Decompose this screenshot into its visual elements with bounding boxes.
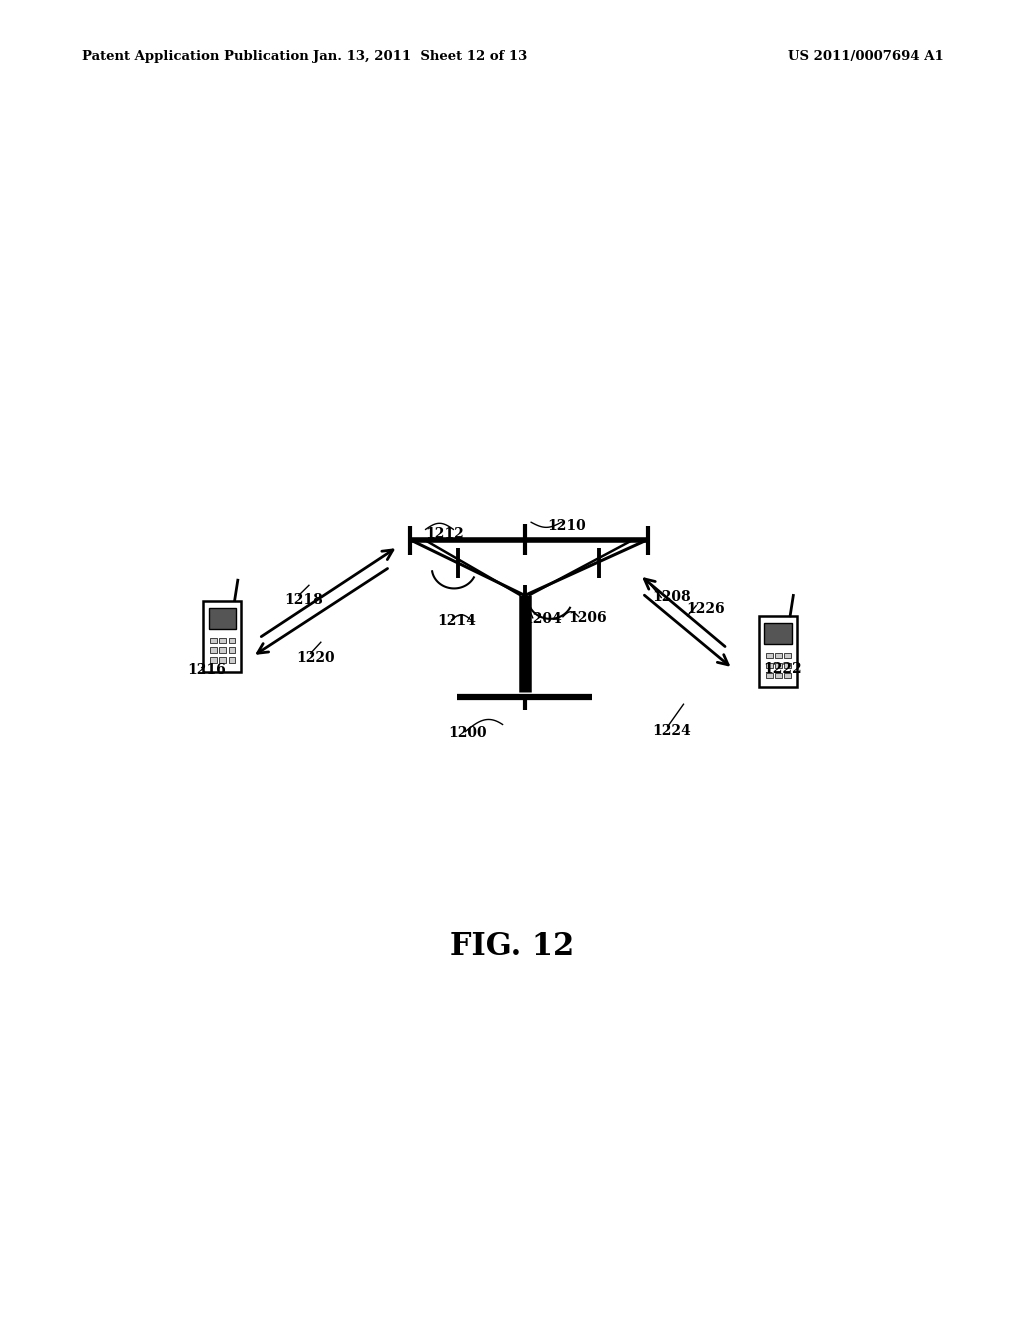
Bar — [228, 638, 236, 643]
Text: 1206: 1206 — [568, 611, 607, 624]
Text: Patent Application Publication: Patent Application Publication — [82, 50, 308, 63]
Text: 1208: 1208 — [652, 590, 690, 605]
Text: 1214: 1214 — [437, 614, 476, 628]
Text: 1200: 1200 — [447, 726, 486, 739]
Bar — [210, 648, 217, 653]
Bar — [766, 663, 773, 668]
Text: 1204: 1204 — [523, 612, 562, 626]
Bar — [766, 673, 773, 678]
Bar — [228, 657, 236, 663]
Bar — [784, 653, 791, 659]
Bar — [764, 623, 792, 644]
Bar — [209, 607, 237, 630]
Bar — [210, 638, 217, 643]
Text: 1216: 1216 — [187, 663, 226, 677]
Bar — [219, 638, 226, 643]
Text: Jan. 13, 2011  Sheet 12 of 13: Jan. 13, 2011 Sheet 12 of 13 — [312, 50, 527, 63]
Text: US 2011/0007694 A1: US 2011/0007694 A1 — [788, 50, 944, 63]
Bar — [228, 648, 236, 653]
Text: 1218: 1218 — [285, 593, 324, 606]
Bar — [210, 657, 217, 663]
Bar — [759, 615, 797, 686]
Bar — [766, 653, 773, 659]
Text: 1212: 1212 — [426, 528, 464, 541]
Text: 1224: 1224 — [652, 723, 690, 738]
Bar — [775, 673, 781, 678]
Text: 1222: 1222 — [763, 661, 802, 676]
Bar — [775, 663, 781, 668]
Bar — [204, 601, 242, 672]
Bar — [784, 663, 791, 668]
Bar — [775, 653, 781, 659]
Text: FIG. 12: FIG. 12 — [450, 931, 574, 961]
Text: 1220: 1220 — [296, 652, 335, 665]
Bar — [219, 657, 226, 663]
Text: 1210: 1210 — [547, 519, 586, 533]
Bar — [784, 673, 791, 678]
Bar — [219, 648, 226, 653]
Text: 1226: 1226 — [686, 602, 725, 615]
